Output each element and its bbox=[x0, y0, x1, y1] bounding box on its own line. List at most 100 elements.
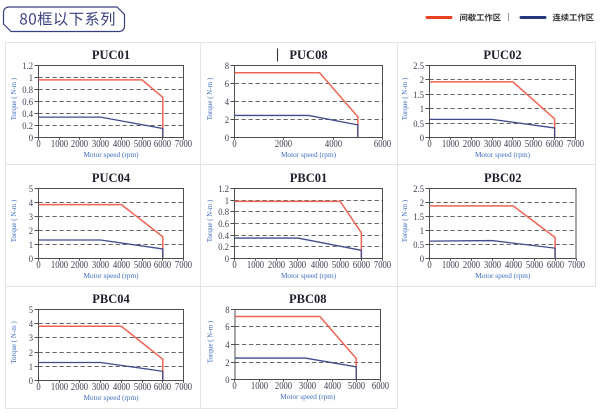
svg-text:7000: 7000 bbox=[374, 260, 391, 271]
svg-text:7000: 7000 bbox=[567, 139, 584, 150]
svg-text:PUC08: PUC08 bbox=[289, 48, 327, 62]
svg-text:0: 0 bbox=[225, 133, 229, 144]
svg-text:0.6: 0.6 bbox=[22, 97, 33, 108]
svg-text:Motor speed (rpm): Motor speed (rpm) bbox=[281, 150, 337, 159]
svg-text:1.2: 1.2 bbox=[22, 61, 33, 72]
svg-text:3000: 3000 bbox=[289, 260, 306, 271]
svg-text:4: 4 bbox=[29, 319, 33, 330]
svg-text:0.8: 0.8 bbox=[22, 85, 33, 96]
svg-text:6000: 6000 bbox=[374, 139, 391, 150]
svg-text:2: 2 bbox=[420, 75, 424, 86]
svg-text:3: 3 bbox=[29, 333, 33, 344]
svg-text:0: 0 bbox=[225, 254, 229, 265]
svg-text:0: 0 bbox=[232, 260, 236, 271]
svg-text:1: 1 bbox=[29, 73, 33, 84]
svg-text:Motor speed (rpm): Motor speed (rpm) bbox=[475, 271, 531, 280]
svg-text:5000: 5000 bbox=[348, 381, 365, 392]
svg-text:3000: 3000 bbox=[484, 260, 501, 271]
svg-text:3000: 3000 bbox=[484, 139, 501, 150]
svg-text:0: 0 bbox=[29, 133, 33, 144]
svg-text:5000: 5000 bbox=[134, 139, 151, 150]
svg-text:Motor speed (rpm): Motor speed (rpm) bbox=[475, 150, 531, 159]
svg-text:4000: 4000 bbox=[113, 260, 130, 271]
svg-text:Torque ( N-m ): Torque ( N-m ) bbox=[10, 321, 18, 364]
svg-text:3000: 3000 bbox=[92, 139, 109, 150]
svg-text:2: 2 bbox=[29, 348, 33, 359]
svg-text:0: 0 bbox=[420, 133, 424, 144]
svg-text:1: 1 bbox=[225, 196, 229, 207]
svg-text:6000: 6000 bbox=[154, 260, 171, 271]
svg-text:2: 2 bbox=[29, 226, 33, 237]
svg-text:4: 4 bbox=[225, 97, 229, 108]
svg-text:0.5: 0.5 bbox=[413, 240, 424, 251]
svg-text:0.6: 0.6 bbox=[218, 219, 229, 230]
svg-text:2.5: 2.5 bbox=[413, 184, 424, 195]
svg-text:1000: 1000 bbox=[251, 381, 268, 392]
svg-text:Torque ( N-m ): Torque ( N-m ) bbox=[206, 199, 214, 242]
svg-text:2.5: 2.5 bbox=[413, 61, 424, 72]
svg-text:Motor speed (rpm): Motor speed (rpm) bbox=[280, 392, 336, 401]
svg-text:Torque ( N-m ): Torque ( N-m ) bbox=[206, 320, 214, 363]
svg-text:0: 0 bbox=[29, 254, 33, 265]
svg-text:1.2: 1.2 bbox=[218, 184, 229, 195]
svg-text:2000: 2000 bbox=[71, 260, 88, 271]
svg-text:5000: 5000 bbox=[134, 260, 151, 271]
svg-text:4000: 4000 bbox=[325, 139, 342, 150]
svg-text:PUC02: PUC02 bbox=[483, 48, 521, 62]
svg-text:1000: 1000 bbox=[247, 260, 264, 271]
svg-text:7000: 7000 bbox=[175, 260, 192, 271]
svg-text:Torque ( N-m ): Torque ( N-m ) bbox=[401, 199, 409, 242]
svg-text:0: 0 bbox=[29, 376, 33, 387]
svg-text:6000: 6000 bbox=[372, 381, 389, 392]
svg-text:0: 0 bbox=[36, 139, 40, 150]
svg-text:5000: 5000 bbox=[525, 139, 542, 150]
svg-text:1000: 1000 bbox=[442, 139, 459, 150]
svg-text:7000: 7000 bbox=[175, 382, 192, 393]
svg-text:7000: 7000 bbox=[175, 139, 192, 150]
svg-text:4000: 4000 bbox=[311, 260, 328, 271]
svg-text:4000: 4000 bbox=[113, 139, 130, 150]
svg-text:0: 0 bbox=[427, 139, 431, 150]
svg-text:1: 1 bbox=[29, 240, 33, 251]
svg-text:7000: 7000 bbox=[568, 260, 585, 271]
svg-text:2000: 2000 bbox=[268, 260, 285, 271]
svg-text:0: 0 bbox=[420, 254, 424, 265]
svg-text:1000: 1000 bbox=[51, 260, 68, 271]
svg-text:0: 0 bbox=[232, 139, 236, 150]
svg-text:Motor speed (rpm): Motor speed (rpm) bbox=[83, 150, 139, 159]
svg-text:PUC01: PUC01 bbox=[92, 48, 130, 62]
svg-text:0.2: 0.2 bbox=[22, 121, 33, 132]
svg-text:6000: 6000 bbox=[154, 382, 171, 393]
svg-text:0: 0 bbox=[36, 260, 40, 271]
svg-text:0.5: 0.5 bbox=[413, 119, 424, 130]
svg-text:2: 2 bbox=[225, 115, 229, 126]
svg-text:Motor speed (rpm): Motor speed (rpm) bbox=[83, 393, 139, 402]
svg-text:1.5: 1.5 bbox=[413, 212, 424, 223]
svg-text:3: 3 bbox=[29, 212, 33, 223]
svg-text:4000: 4000 bbox=[504, 139, 521, 150]
svg-text:5: 5 bbox=[29, 305, 33, 316]
svg-text:2000: 2000 bbox=[463, 260, 480, 271]
svg-text:1000: 1000 bbox=[51, 139, 68, 150]
svg-text:4: 4 bbox=[29, 198, 33, 209]
svg-text:5: 5 bbox=[29, 184, 33, 195]
svg-text:0: 0 bbox=[225, 375, 229, 386]
svg-text:6: 6 bbox=[225, 79, 229, 90]
svg-text:5000: 5000 bbox=[332, 260, 349, 271]
svg-text:6: 6 bbox=[225, 322, 229, 333]
svg-text:2: 2 bbox=[225, 358, 229, 369]
svg-text:0.8: 0.8 bbox=[218, 207, 229, 218]
svg-text:Motor speed (rpm): Motor speed (rpm) bbox=[83, 271, 139, 280]
svg-text:5000: 5000 bbox=[134, 382, 151, 393]
svg-text:0.2: 0.2 bbox=[218, 242, 229, 253]
svg-text:0.4: 0.4 bbox=[218, 231, 229, 242]
svg-text:2000: 2000 bbox=[275, 381, 292, 392]
svg-text:4: 4 bbox=[225, 340, 229, 351]
svg-text:8: 8 bbox=[225, 61, 229, 72]
svg-text:6000: 6000 bbox=[154, 139, 171, 150]
svg-text:1.5: 1.5 bbox=[413, 90, 424, 101]
svg-text:PBC01: PBC01 bbox=[290, 171, 328, 185]
svg-text:1: 1 bbox=[29, 362, 33, 373]
svg-text:1000: 1000 bbox=[51, 382, 68, 393]
svg-text:Torque ( N-m ): Torque ( N-m ) bbox=[10, 199, 18, 242]
